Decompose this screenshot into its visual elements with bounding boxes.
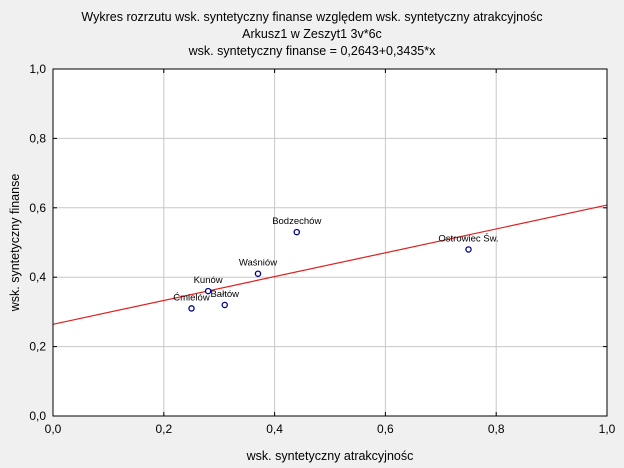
data-point bbox=[204, 287, 212, 295]
x-tick-label: 0,0 bbox=[45, 422, 62, 436]
x-tick-label: 0,4 bbox=[266, 422, 283, 436]
plot-area bbox=[53, 69, 607, 416]
point-label: Waśniów bbox=[239, 258, 277, 269]
regression-equation: wsk. syntetyczny finanse = 0,2643+0,3435… bbox=[188, 44, 436, 58]
x-axis-label: wsk. syntetyczny atrakcyjnośc bbox=[246, 449, 414, 463]
grid-lines bbox=[53, 69, 607, 416]
data-point bbox=[188, 305, 195, 312]
y-tick-label: 0,8 bbox=[29, 131, 46, 145]
data-point bbox=[293, 228, 301, 236]
x-tick-label: 0,8 bbox=[488, 422, 505, 436]
y-tick-label: 0,6 bbox=[29, 201, 46, 215]
data-points: Bodzechów Ostrowiec Św. Waśniów Kunów Bałtów… bbox=[173, 216, 499, 312]
point-label: Ostrowiec Św. bbox=[438, 232, 498, 244]
y-tick-label: 0,0 bbox=[29, 409, 46, 423]
point-label: Bodzechów bbox=[272, 216, 321, 227]
point-label: Ćmielów bbox=[173, 292, 210, 303]
chart-subtitle: Arkusz1 w Zeszyt1 3v*6c bbox=[242, 27, 382, 41]
plot-frame bbox=[52, 68, 608, 417]
x-tick-label: 1,0 bbox=[599, 422, 616, 436]
point-label: Bałtów bbox=[210, 289, 239, 300]
point-label: Kunów bbox=[194, 275, 223, 286]
regression-group bbox=[52, 204, 608, 325]
y-axis-label: wsk. syntetyczny finanse bbox=[8, 174, 22, 313]
data-point bbox=[465, 246, 472, 253]
axis-ticks: 0,0 0,2 0,4 0,6 0,8 1,0 0,0 0,2 0,4 0,6 0,8 1,0 bbox=[29, 62, 615, 436]
y-tick-label: 1,0 bbox=[29, 62, 46, 76]
y-tick-label: 0,4 bbox=[29, 270, 46, 284]
regression-line bbox=[52, 204, 608, 325]
x-tick-label: 0,2 bbox=[155, 422, 172, 436]
data-point bbox=[221, 301, 228, 309]
x-tick-label: 0,6 bbox=[377, 422, 394, 436]
y-tick-label: 0,2 bbox=[29, 340, 46, 354]
data-point bbox=[254, 270, 262, 277]
chart-title: Wykres rozrzutu wsk. syntetyczny finanse… bbox=[81, 10, 542, 24]
